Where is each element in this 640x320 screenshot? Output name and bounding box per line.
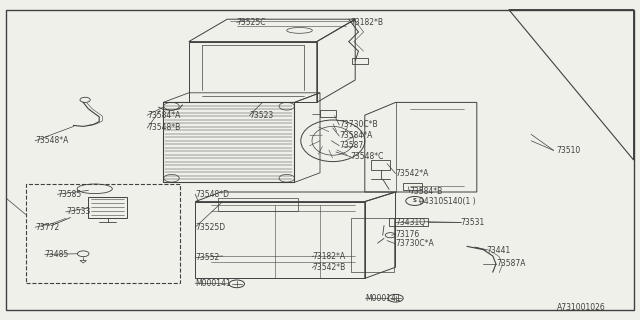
Bar [26, 184, 180, 283]
Text: 73542*A: 73542*A [396, 169, 429, 178]
Text: 73176: 73176 [396, 230, 420, 239]
Text: 73431Q: 73431Q [396, 218, 426, 227]
Text: M000141: M000141 [195, 279, 231, 288]
Text: 04310S140(1 ): 04310S140(1 ) [419, 197, 476, 206]
Text: 73548*A: 73548*A [35, 136, 68, 145]
Text: 73548*B: 73548*B [147, 124, 180, 132]
Text: 73525C: 73525C [237, 18, 266, 27]
Text: 73584*A: 73584*A [147, 111, 180, 120]
Text: 73441: 73441 [486, 246, 511, 255]
Text: 73485: 73485 [45, 250, 69, 259]
Text: 73585: 73585 [58, 190, 82, 199]
Text: 73182*A: 73182*A [312, 252, 346, 261]
Text: 73182*B: 73182*B [351, 18, 384, 27]
Text: 73587A: 73587A [496, 260, 525, 268]
Text: 73542*B: 73542*B [312, 263, 346, 272]
Text: 73531: 73531 [461, 218, 485, 227]
Text: 73730C*B: 73730C*B [339, 120, 378, 129]
Text: 73584*B: 73584*B [410, 188, 443, 196]
Text: 73587: 73587 [339, 141, 364, 150]
Text: 73510: 73510 [557, 146, 581, 155]
Text: 73552: 73552 [195, 253, 220, 262]
Text: 73772: 73772 [35, 223, 60, 232]
Text: 73584*A: 73584*A [339, 132, 372, 140]
Text: 73525D: 73525D [195, 223, 225, 232]
Text: M000141: M000141 [365, 294, 401, 303]
Text: 73533: 73533 [66, 207, 90, 216]
Text: 73523: 73523 [250, 111, 274, 120]
Text: 73730C*A: 73730C*A [396, 239, 435, 248]
Text: A731001026: A731001026 [557, 303, 605, 312]
Text: 73548*C: 73548*C [351, 152, 384, 161]
Text: 73548*D: 73548*D [195, 190, 229, 199]
Text: S: S [413, 198, 417, 204]
